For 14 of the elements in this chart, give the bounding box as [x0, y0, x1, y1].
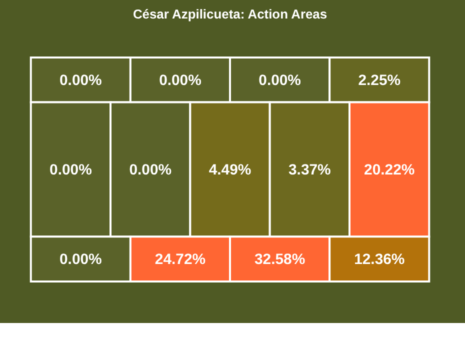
data-label: 12.36%: [354, 251, 405, 268]
data-label: 0.00%: [59, 251, 102, 268]
data-label: 4.49%: [208, 161, 252, 178]
data-label: 0.00%: [50, 161, 92, 178]
data-label: 0.00%: [59, 72, 102, 89]
data-label: 0.00%: [258, 72, 301, 89]
data-label: 32.58%: [254, 251, 306, 268]
data-label: 3.37%: [288, 161, 331, 178]
data-label: 0.00%: [159, 72, 202, 89]
data-label: 20.22%: [364, 161, 415, 178]
data-label: 24.72%: [154, 251, 206, 268]
data-label: 0.00%: [129, 161, 172, 178]
data-label: 2.25%: [358, 72, 401, 89]
text: César Azpilicueta: Action Areas: [132, 6, 328, 22]
